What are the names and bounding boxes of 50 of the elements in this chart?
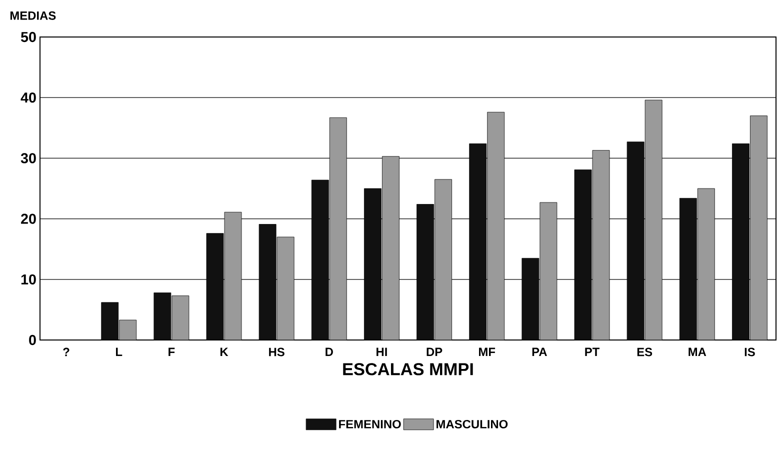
x-tick-label: MA (688, 348, 706, 356)
bar (574, 170, 592, 340)
bar (644, 100, 662, 340)
x-tick-label: PT (585, 348, 600, 356)
bar (329, 117, 347, 340)
bar (750, 116, 768, 340)
y-tick-label: 10 (21, 274, 36, 284)
x-tick-label: MF (479, 348, 496, 356)
bar (119, 320, 137, 340)
bar (540, 202, 558, 340)
x-tick-label: PA (532, 348, 547, 356)
bar (258, 224, 276, 340)
x-tick-label: K (220, 348, 228, 356)
bar (626, 142, 644, 340)
y-tick-label: 50 (20, 32, 36, 42)
bar (101, 302, 119, 340)
bar (364, 188, 382, 340)
bar (311, 180, 329, 340)
y-tick-label: 40 (20, 92, 36, 103)
x-tick-label: HI (376, 348, 387, 356)
legend-label: MASCULINO (436, 420, 508, 428)
x-tick-label: F (168, 348, 175, 356)
bar (679, 198, 697, 340)
x-tick-label: DP (426, 348, 442, 356)
bar (732, 143, 750, 340)
bar (224, 212, 242, 340)
y-tick-label: 20 (21, 214, 36, 224)
bar (416, 204, 434, 340)
bar (697, 188, 715, 340)
y-tick-label: 0 (29, 334, 36, 346)
x-tick-label: D (326, 348, 333, 356)
legend-label: FEMENINO (339, 420, 401, 428)
x-tick-label: HS (269, 348, 284, 356)
bar (522, 258, 540, 340)
x-tick-label: ? (63, 348, 70, 356)
bar (469, 143, 487, 340)
bar (592, 150, 610, 340)
x-tick-label: ES (637, 348, 652, 356)
bar (434, 179, 452, 340)
bar (487, 112, 505, 340)
bar (154, 292, 172, 340)
y-axis-title: MEDIAS (10, 11, 56, 20)
x-tick-label: IS (744, 348, 755, 356)
x-axis-title: ESCALAS MMPI (343, 363, 473, 376)
bar (172, 296, 190, 340)
bar (382, 156, 400, 340)
bar (276, 236, 294, 340)
x-tick-label: L (116, 348, 122, 356)
bar (206, 233, 224, 340)
y-tick-label: 30 (20, 153, 36, 164)
